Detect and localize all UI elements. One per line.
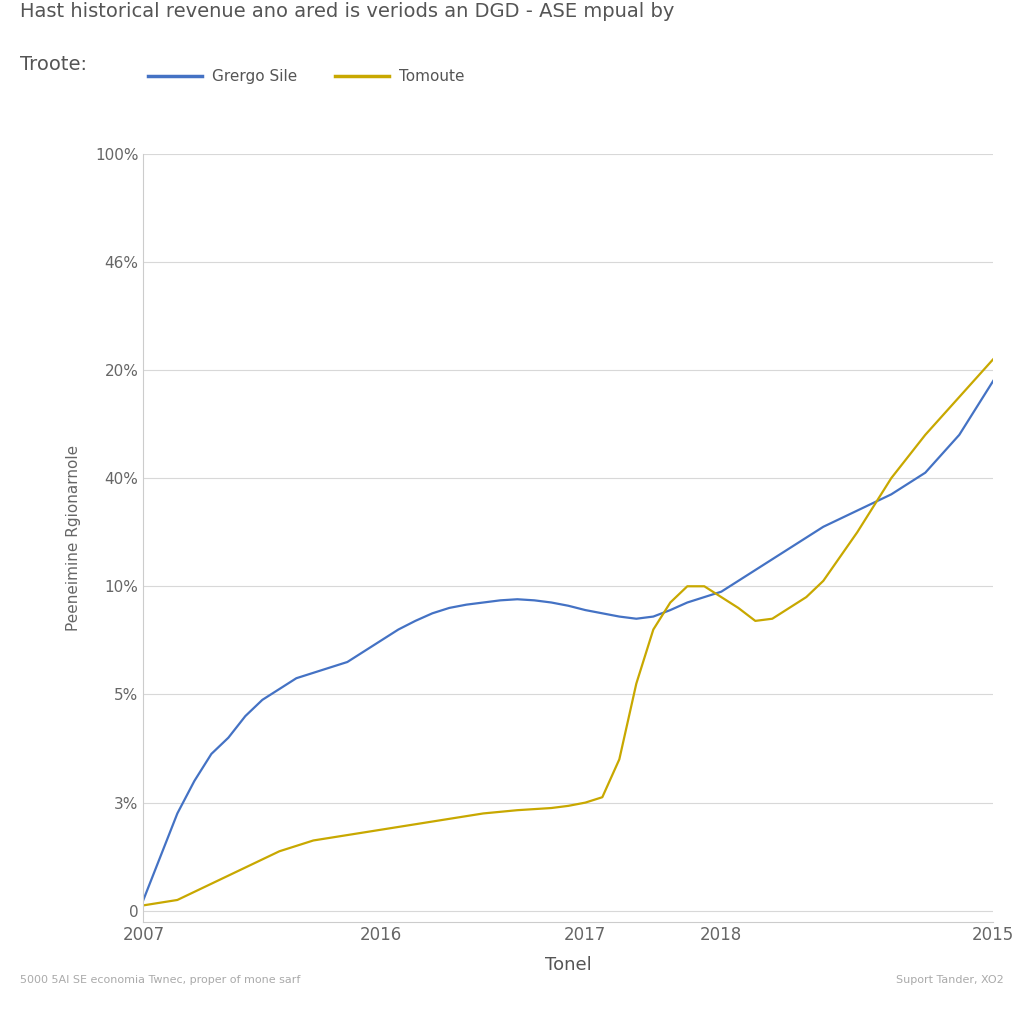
Text: Hast historical revenue ano ared is veriods an DGD - ASE mpual by: Hast historical revenue ano ared is veri… — [20, 2, 675, 22]
Text: Tomoute: Tomoute — [399, 69, 465, 84]
Text: 5000 5AI SE economia Twnec, proper of mone sarf: 5000 5AI SE economia Twnec, proper of mo… — [20, 975, 301, 985]
Text: Troote:: Troote: — [20, 55, 87, 75]
Text: Suport Tander, XO2: Suport Tander, XO2 — [896, 975, 1004, 985]
Text: Grergo Sile: Grergo Sile — [212, 69, 297, 84]
Y-axis label: Peeneimine Rgionarnole: Peeneimine Rgionarnole — [67, 444, 81, 631]
X-axis label: Tonel: Tonel — [545, 955, 592, 974]
